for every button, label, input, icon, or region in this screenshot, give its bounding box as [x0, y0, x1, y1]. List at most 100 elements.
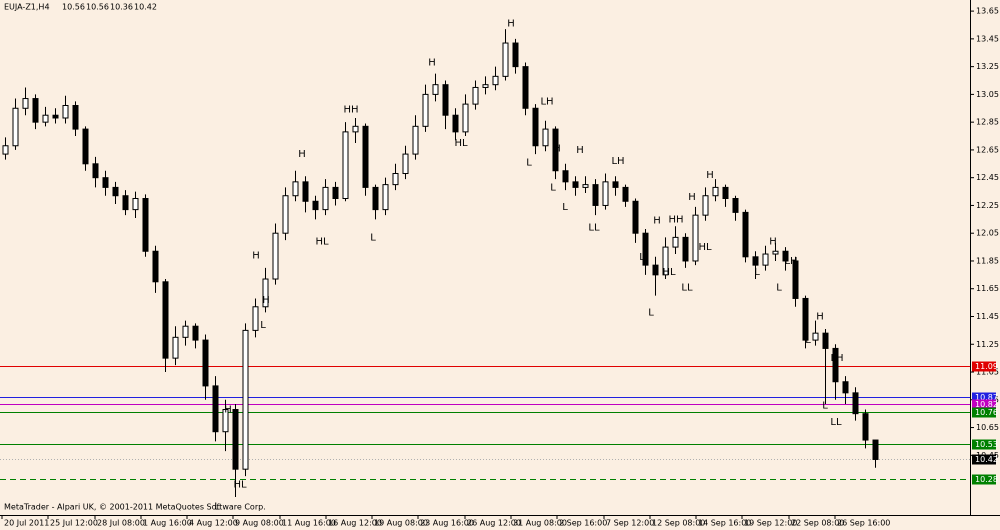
level-label-box — [972, 454, 996, 465]
annotation: H — [769, 237, 777, 248]
y-tick-label: 12.25 — [976, 201, 999, 210]
candle-body — [372, 186, 379, 211]
candle-body — [132, 198, 139, 211]
candle-body — [142, 198, 149, 252]
candle-body — [192, 325, 199, 341]
candle-body — [862, 413, 869, 441]
candle-body — [312, 200, 319, 211]
candle-body — [202, 339, 209, 387]
candle-body — [502, 42, 509, 77]
x-tick-label: 9 Aug 08:00 — [235, 519, 284, 528]
candle-body — [532, 107, 539, 147]
annotation: LL — [830, 417, 842, 428]
candle-body — [692, 214, 699, 262]
header-open: 10.56 — [62, 3, 85, 12]
x-tick-label: 26 Aug 12:00 — [467, 519, 521, 528]
candle-body — [722, 186, 729, 200]
candle-body — [622, 186, 629, 202]
annotation: L — [562, 202, 568, 213]
candle-body — [122, 195, 129, 211]
candle-body — [482, 84, 489, 88]
candle-body — [772, 250, 779, 255]
candle-body — [672, 236, 679, 248]
candle-body — [232, 409, 239, 470]
y-tick-label: 13.65 — [976, 7, 999, 16]
candle-body — [382, 184, 389, 211]
candle-body — [742, 211, 749, 258]
y-tick-label: 12.05 — [976, 229, 999, 238]
candle-body — [342, 131, 349, 200]
annotation: LH — [611, 156, 624, 167]
y-tick-label: 12.45 — [976, 173, 999, 182]
candle-body — [642, 232, 649, 266]
candle-body — [612, 181, 619, 188]
x-tick-label: 22 Sep 08:00 — [791, 519, 844, 528]
candle-body — [832, 347, 839, 383]
y-tick-label: 12.85 — [976, 118, 999, 127]
annotation: HH — [343, 105, 358, 116]
x-tick-label: 7 Sep 12:00 — [606, 519, 654, 528]
annotation: HL — [233, 479, 247, 490]
candle-body — [52, 114, 59, 119]
candle-body — [392, 173, 399, 186]
candle-body — [212, 385, 219, 433]
footer: MetaTrader - Alpari UK, © 2001-2011 Meta… — [4, 503, 266, 512]
level-label-box — [972, 407, 996, 418]
y-tick-label: 11.45 — [976, 312, 999, 321]
level-label: 10.82 — [975, 400, 998, 409]
annotation: H — [816, 311, 824, 322]
candle-body — [62, 104, 69, 119]
y-tick-label: 12.65 — [976, 145, 999, 154]
annotation: L — [550, 182, 556, 193]
candle-body — [362, 125, 369, 188]
candle-body — [102, 177, 109, 188]
x-tick-label: 31 Aug 08:00 — [513, 519, 567, 528]
candle-body — [842, 381, 849, 394]
x-tick-label: 23 Aug 16:00 — [420, 519, 474, 528]
annotation: LH — [784, 256, 797, 267]
candle-body — [262, 278, 269, 308]
annotation: L — [526, 157, 532, 168]
candle-body — [662, 246, 669, 276]
candle-body — [282, 195, 289, 234]
y-tick-label: 11.65 — [976, 284, 999, 293]
candle-body — [172, 336, 179, 359]
annotation: L — [754, 267, 760, 278]
x-tick-label: 19 Sep 12:00 — [744, 519, 797, 528]
header-close: 10.42 — [134, 3, 157, 12]
candle-body — [702, 195, 709, 216]
candle-body — [252, 306, 259, 331]
annotation: LH — [830, 353, 843, 364]
candle-body — [432, 84, 439, 95]
annotation: H — [262, 295, 270, 306]
y-tick-label: 13.05 — [976, 90, 999, 99]
candle-body — [752, 256, 759, 266]
candle-body — [302, 181, 309, 202]
candle-body — [242, 329, 249, 470]
candle-body — [442, 84, 449, 116]
candle-body — [22, 98, 29, 109]
x-tick-label: 20 Jul 2011 — [4, 519, 49, 528]
x-tick-label: 1 Aug 16:00 — [143, 519, 192, 528]
annotation: H — [688, 192, 696, 203]
candle-body — [412, 125, 419, 155]
candle-body — [2, 145, 9, 155]
candle-body — [422, 93, 429, 127]
annotation: H — [553, 144, 561, 155]
candle-body — [522, 66, 529, 109]
candle-body — [352, 125, 359, 133]
candle-body — [82, 128, 89, 165]
level-label-box — [972, 474, 996, 485]
level-label-box — [972, 399, 996, 410]
candle-body — [652, 264, 659, 276]
x-tick-label: 16 Aug 12:00 — [328, 519, 382, 528]
candle-body — [182, 325, 189, 338]
candle-body — [162, 281, 169, 359]
candle-body — [822, 332, 829, 349]
candle-body — [582, 184, 589, 188]
annotation: H — [706, 170, 714, 181]
y-tick-label: 13.45 — [976, 34, 999, 43]
header-high: 10.56 — [86, 3, 109, 12]
annotation: H — [576, 145, 584, 156]
